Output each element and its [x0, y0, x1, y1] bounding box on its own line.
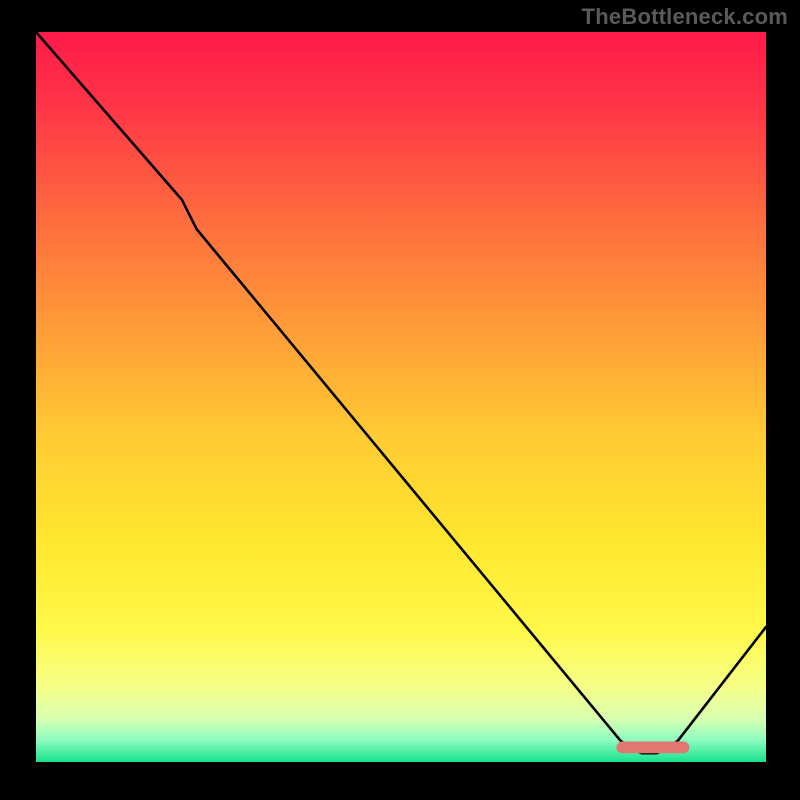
chart-svg — [36, 32, 766, 762]
chart-background — [36, 32, 766, 762]
watermark-text: TheBottleneck.com — [582, 4, 788, 30]
optimal-marker — [616, 742, 689, 754]
chart-area — [36, 32, 766, 762]
